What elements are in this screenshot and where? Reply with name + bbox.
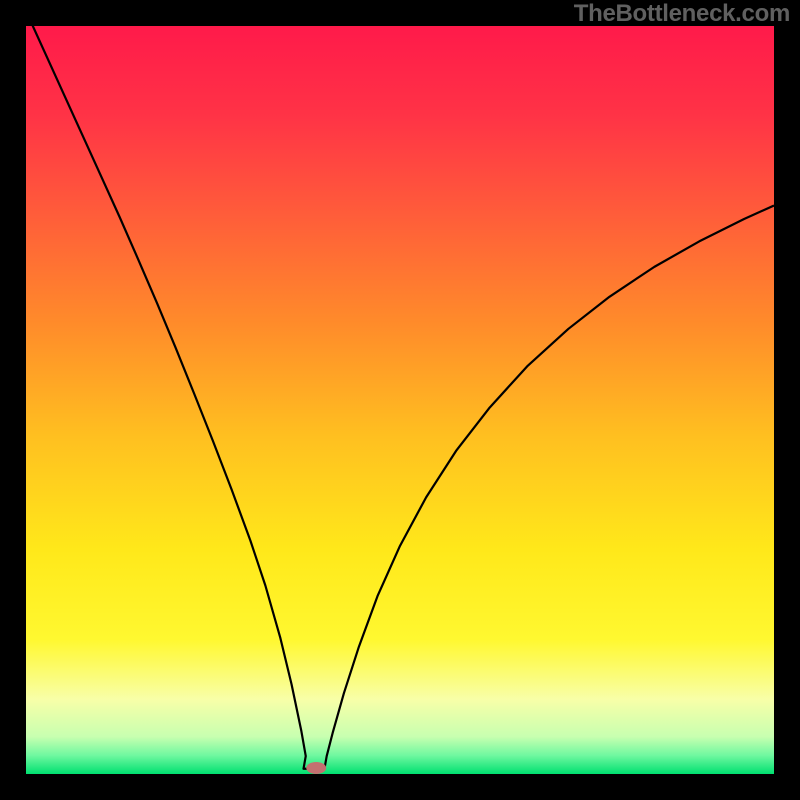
optimal-point-marker [306,762,326,774]
chart-frame: TheBottleneck.com [0,0,800,800]
plot-background [26,26,774,774]
bottleneck-curve-plot [26,26,774,774]
watermark-text: TheBottleneck.com [574,0,790,28]
